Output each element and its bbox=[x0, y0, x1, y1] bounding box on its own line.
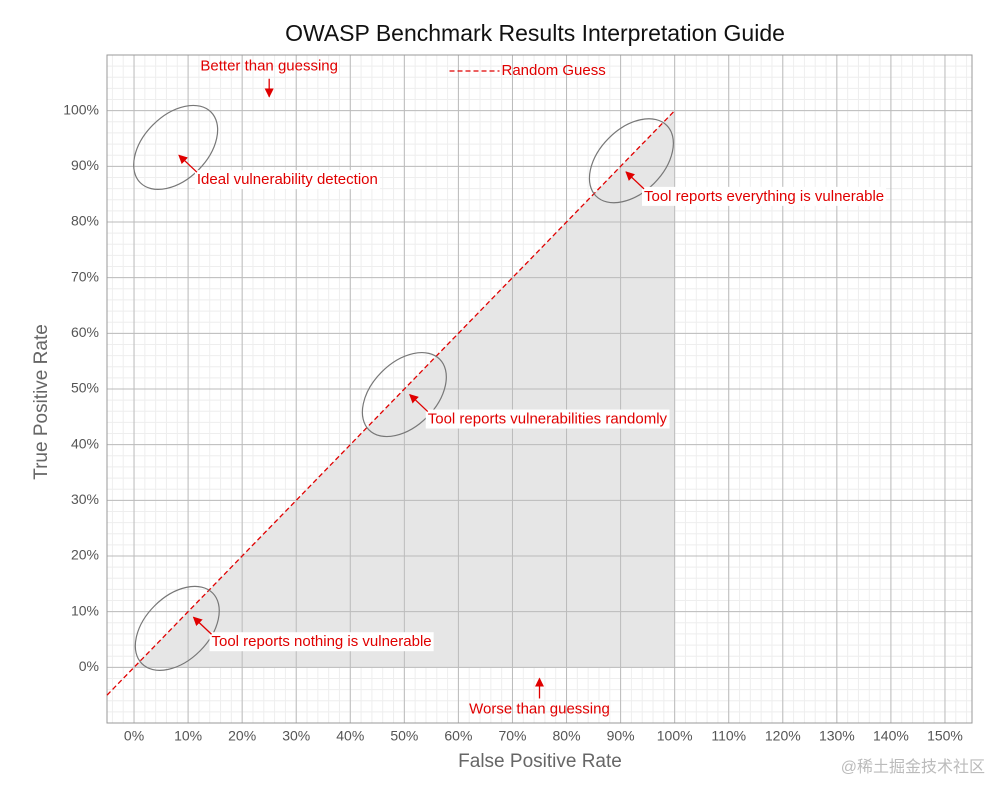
y-tick-label: 80% bbox=[71, 213, 99, 229]
y-tick-label: 100% bbox=[63, 101, 99, 117]
annotation-bg bbox=[425, 409, 670, 429]
annotation-arrow bbox=[409, 393, 429, 413]
legend-label: Random Guess bbox=[502, 62, 606, 79]
y-tick-label: 30% bbox=[71, 491, 99, 507]
highlight-ellipse bbox=[134, 585, 220, 671]
x-tick-label: 60% bbox=[444, 728, 472, 744]
x-tick-label: 100% bbox=[657, 728, 693, 744]
annotation-arrow bbox=[178, 154, 198, 173]
annotation-arrow bbox=[192, 616, 212, 635]
x-tick-label: 40% bbox=[336, 728, 364, 744]
x-tick-label: 90% bbox=[607, 728, 635, 744]
plot-frame bbox=[106, 54, 973, 724]
highlight-ellipse bbox=[133, 104, 219, 190]
x-tick-label: 30% bbox=[282, 728, 310, 744]
x-tick-label: 10% bbox=[174, 728, 202, 744]
y-tick-label: 0% bbox=[79, 658, 99, 674]
chart-title: OWASP Benchmark Results Interpretation G… bbox=[285, 20, 785, 46]
x-tick-label: 50% bbox=[390, 728, 418, 744]
x-tick-label: 80% bbox=[553, 728, 581, 744]
x-tick-label: 20% bbox=[228, 728, 256, 744]
x-tick-label: 150% bbox=[927, 728, 963, 744]
annotation-bg bbox=[209, 632, 434, 652]
annotation-bg bbox=[642, 186, 887, 206]
annotation-text: Tool reports vulnerabilities randomly bbox=[428, 411, 668, 428]
x-tick-label: 130% bbox=[819, 728, 855, 744]
watermark: @稀土掘金技术社区 bbox=[841, 758, 985, 776]
annotation-text: Worse than guessing bbox=[469, 700, 610, 717]
y-tick-label: 90% bbox=[71, 157, 99, 173]
x-tick-label: 0% bbox=[124, 728, 144, 744]
x-tick-label: 140% bbox=[873, 728, 909, 744]
annotation-text: Better than guessing bbox=[200, 58, 338, 75]
annotation-arrow bbox=[625, 171, 645, 190]
y-tick-label: 50% bbox=[71, 380, 99, 396]
x-tick-label: 120% bbox=[765, 728, 801, 744]
y-tick-label: 10% bbox=[71, 602, 99, 618]
y-axis-label: True Positive Rate bbox=[31, 324, 52, 480]
highlight-ellipse bbox=[588, 118, 674, 204]
annotation-text: Ideal vulnerability detection bbox=[197, 171, 378, 188]
annotation-text: Tool reports nothing is vulnerable bbox=[212, 633, 432, 650]
x-tick-label: 110% bbox=[711, 728, 746, 744]
x-axis-label: False Positive Rate bbox=[458, 751, 622, 772]
y-tick-label: 60% bbox=[71, 324, 99, 340]
x-tick-label: 70% bbox=[498, 728, 526, 744]
annotation-text: Tool reports everything is vulnerable bbox=[644, 188, 884, 205]
annotation-bg bbox=[194, 170, 380, 190]
y-tick-label: 40% bbox=[71, 435, 99, 451]
y-tick-label: 20% bbox=[71, 547, 99, 563]
y-tick-label: 70% bbox=[71, 268, 99, 284]
